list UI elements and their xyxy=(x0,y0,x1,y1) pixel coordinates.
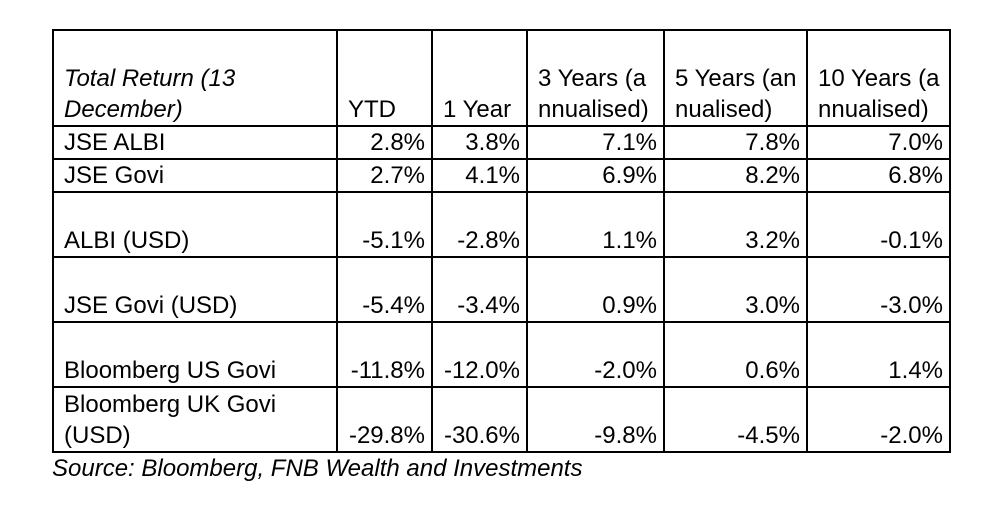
cell-3-years: -2.0% xyxy=(526,321,665,388)
cell-1-year: -30.6% xyxy=(431,386,528,453)
cell-10-years: 7.0% xyxy=(806,125,951,160)
cell-10-years: -3.0% xyxy=(806,256,951,323)
row-label: Bloomberg US Govi xyxy=(52,321,338,388)
cell-3-years: 6.9% xyxy=(526,158,665,193)
header-5-years: 5 Years (annualised) xyxy=(663,29,808,127)
cell-1-year: -3.4% xyxy=(431,256,528,323)
cell-ytd: -5.1% xyxy=(336,191,433,258)
cell-3-years: 7.1% xyxy=(526,125,665,160)
cell-5-years: 3.0% xyxy=(663,256,808,323)
source-note: Source: Bloomberg, FNB Wealth and Invest… xyxy=(52,455,583,482)
cell-3-years: 1.1% xyxy=(526,191,665,258)
cell-ytd: 2.7% xyxy=(336,158,433,193)
cell-3-years: -9.8% xyxy=(526,386,665,453)
cell-1-year: 3.8% xyxy=(431,125,528,160)
cell-ytd: -11.8% xyxy=(336,321,433,388)
cell-1-year: 4.1% xyxy=(431,158,528,193)
table-row: JSE Govi (USD) -5.4% -3.4% 0.9% 3.0% -3.… xyxy=(52,256,951,323)
cell-ytd: -29.8% xyxy=(336,386,433,453)
cell-5-years: -4.5% xyxy=(663,386,808,453)
table-row: Bloomberg UK Govi (USD) -29.8% -30.6% -9… xyxy=(52,386,951,453)
header-10-years: 10 Years (annualised) xyxy=(806,29,951,127)
cell-5-years: 7.8% xyxy=(663,125,808,160)
header-1-year: 1 Year xyxy=(431,29,528,127)
cell-5-years: 8.2% xyxy=(663,158,808,193)
row-label: Bloomberg UK Govi (USD) xyxy=(52,386,338,453)
cell-10-years: -2.0% xyxy=(806,386,951,453)
cell-ytd: -5.4% xyxy=(336,256,433,323)
table-row: JSE ALBI 2.8% 3.8% 7.1% 7.8% 7.0% xyxy=(52,125,951,160)
cell-10-years: -0.1% xyxy=(806,191,951,258)
header-row: Total Return (13 December) YTD 1 Year 3 … xyxy=(52,29,951,127)
row-label: JSE Govi xyxy=(52,158,338,193)
cell-10-years: 6.8% xyxy=(806,158,951,193)
header-3-years: 3 Years (annualised) xyxy=(526,29,665,127)
cell-1-year: -12.0% xyxy=(431,321,528,388)
header-label: Total Return (13 December) xyxy=(52,29,338,127)
total-return-table: Total Return (13 December) YTD 1 Year 3 … xyxy=(52,29,951,453)
row-label: ALBI (USD) xyxy=(52,191,338,258)
cell-1-year: -2.8% xyxy=(431,191,528,258)
cell-ytd: 2.8% xyxy=(336,125,433,160)
cell-10-years: 1.4% xyxy=(806,321,951,388)
row-label: JSE ALBI xyxy=(52,125,338,160)
table-row: JSE Govi 2.7% 4.1% 6.9% 8.2% 6.8% xyxy=(52,158,951,193)
table-row: Bloomberg US Govi -11.8% -12.0% -2.0% 0.… xyxy=(52,321,951,388)
cell-5-years: 3.2% xyxy=(663,191,808,258)
row-label: JSE Govi (USD) xyxy=(52,256,338,323)
header-ytd: YTD xyxy=(336,29,433,127)
cell-5-years: 0.6% xyxy=(663,321,808,388)
cell-3-years: 0.9% xyxy=(526,256,665,323)
table-row: ALBI (USD) -5.1% -2.8% 1.1% 3.2% -0.1% xyxy=(52,191,951,258)
